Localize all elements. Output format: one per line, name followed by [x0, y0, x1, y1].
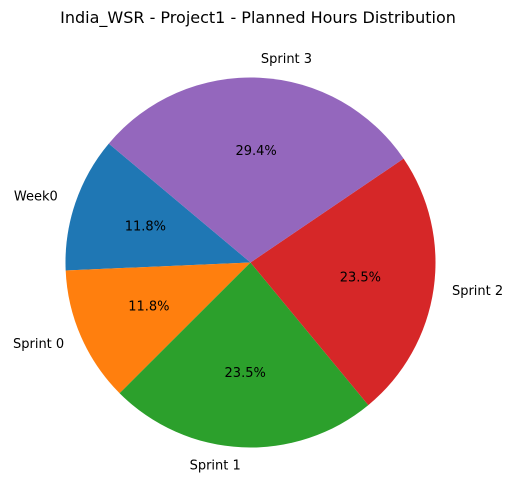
- chart-title: India_WSR - Project1 - Planned Hours Dis…: [60, 8, 456, 27]
- pie-slice-sprint-1: [119, 262, 369, 448]
- slice-label-sprint-3: Sprint 3: [261, 52, 312, 67]
- slice-percent-week0: 11.8%: [125, 219, 166, 234]
- slice-percent-sprint-3: 29.4%: [235, 144, 276, 159]
- pie-slices: [65, 77, 436, 448]
- pie-slice-sprint-0: [65, 262, 251, 394]
- pie-slice-week0: [65, 143, 251, 271]
- pie-labels: Week0 11.8% Sprint 0 11.8% Sprint 1 23.5% Spri…: [13, 52, 503, 474]
- pie-slice-sprint-3: [108, 77, 404, 263]
- pie-slice-sprint-2: [250, 158, 436, 406]
- slice-percent-sprint-0: 11.8%: [128, 300, 169, 315]
- slice-label-sprint-1: Sprint 1: [190, 458, 241, 473]
- slice-label-week0: Week0: [14, 190, 58, 205]
- slice-label-sprint-0: Sprint 0: [13, 337, 64, 352]
- slice-percent-sprint-1: 23.5%: [225, 366, 266, 381]
- slice-label-sprint-2: Sprint 2: [452, 284, 503, 299]
- slice-percent-sprint-2: 23.5%: [340, 271, 381, 286]
